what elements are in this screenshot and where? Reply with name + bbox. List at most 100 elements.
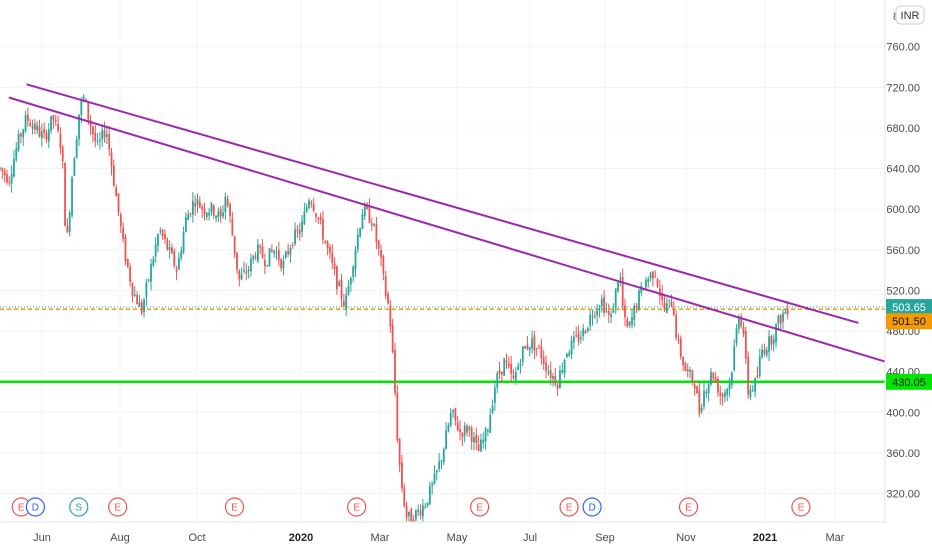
- candle-body: [493, 387, 496, 403]
- candle-body: [133, 294, 136, 296]
- candle-body: [80, 100, 83, 115]
- candlestick-series: [0, 94, 789, 527]
- candle-body: [305, 207, 308, 212]
- event-marker-earnings[interactable]: E: [470, 497, 490, 517]
- candle-body: [363, 205, 366, 217]
- candle-body: [308, 200, 310, 208]
- event-marker-circle: [582, 497, 602, 517]
- candle-body: [661, 293, 664, 301]
- event-marker-earnings[interactable]: E: [108, 497, 128, 517]
- candle-body: [456, 422, 459, 431]
- candle-body: [686, 368, 689, 372]
- price-label-background: [886, 373, 932, 390]
- price-label-background: [886, 299, 932, 316]
- candle-body: [679, 338, 682, 357]
- candle-body: [582, 328, 585, 336]
- candle-body: [496, 373, 499, 388]
- trendlines[interactable]: [8, 83, 886, 363]
- candle-body: [394, 350, 396, 393]
- candle-body: [99, 139, 101, 142]
- candle-body: [87, 102, 90, 120]
- candle-body: [614, 288, 617, 309]
- candle-body: [275, 252, 278, 254]
- candle-body: [463, 425, 466, 436]
- candle-body: [542, 357, 545, 364]
- candle-body: [749, 389, 752, 397]
- candle-body: [20, 133, 22, 137]
- event-marker-label: E: [231, 503, 238, 514]
- candle-body: [231, 218, 234, 236]
- candle-body: [161, 229, 164, 237]
- trendline[interactable]: [26, 83, 859, 324]
- candle-body: [528, 346, 531, 351]
- candle-body: [665, 303, 668, 313]
- candle-body: [315, 213, 317, 217]
- candle-body: [775, 324, 777, 342]
- candle-body: [138, 302, 141, 307]
- candle-body: [47, 129, 50, 142]
- candle-body: [329, 246, 331, 254]
- event-marker-label: E: [685, 503, 692, 514]
- candle-body: [719, 393, 722, 396]
- candle-body: [626, 319, 629, 327]
- candle-body: [563, 359, 566, 374]
- candle-body: [619, 277, 622, 280]
- candle-body: [33, 123, 36, 130]
- candle-body: [403, 487, 406, 507]
- candle-body: [140, 302, 143, 314]
- event-marker-split[interactable]: S: [69, 497, 89, 517]
- candle-body: [440, 460, 443, 462]
- time-axis[interactable]: Jun Aug Oct 2020 Mar May Jul Sep Nov 2021 Mar: [0, 521, 932, 550]
- candle-body: [52, 115, 55, 120]
- candle-body: [475, 435, 478, 443]
- candle-body: [466, 425, 468, 433]
- y-tick-label: 400.00: [886, 407, 920, 419]
- candle-body: [112, 165, 115, 186]
- y-tick-label: 560.00: [886, 245, 920, 257]
- candle-body: [547, 372, 550, 374]
- candle-body: [689, 369, 691, 373]
- candle-body: [675, 315, 678, 338]
- event-marker-dividend[interactable]: D: [25, 497, 46, 517]
- candle-body: [219, 209, 222, 217]
- event-marker-earnings[interactable]: E: [791, 497, 811, 517]
- event-marker-earnings[interactable]: E: [678, 497, 699, 517]
- candle-body: [672, 309, 675, 316]
- event-marker-earnings[interactable]: E: [347, 497, 367, 517]
- candle-body: [459, 428, 461, 433]
- y-tick-label: 680.00: [886, 123, 920, 135]
- event-marker-circle: [25, 497, 46, 517]
- trendline[interactable]: [8, 96, 886, 363]
- candle-body: [768, 336, 770, 353]
- y-tick-label: 600.00: [886, 204, 920, 216]
- candle-body: [180, 250, 183, 258]
- event-marker-label: S: [75, 503, 82, 514]
- candle-body: [333, 263, 336, 270]
- candle-body: [691, 370, 694, 382]
- candle-body: [703, 390, 705, 407]
- candle-body: [64, 163, 66, 227]
- event-marker-earnings[interactable]: E: [224, 497, 245, 517]
- candle-body: [380, 250, 382, 258]
- event-marker-label: E: [476, 503, 483, 514]
- candle-body: [145, 282, 148, 298]
- event-marker-dividend[interactable]: D: [582, 497, 602, 517]
- price-axis[interactable]: 320.00360.00400.00440.00480.00520.00560.…: [884, 0, 932, 550]
- candle-body: [598, 308, 601, 311]
- candle-body: [710, 371, 712, 385]
- candle-body: [410, 508, 413, 522]
- candle-body: [454, 408, 457, 421]
- candle-body: [110, 152, 113, 167]
- candle-body: [405, 506, 408, 518]
- candle-body: [40, 131, 43, 138]
- candle-body: [57, 123, 59, 131]
- candle-body: [205, 212, 208, 218]
- candle-body: [312, 204, 315, 211]
- candle-body: [561, 370, 564, 373]
- event-marker-earnings[interactable]: E: [559, 497, 579, 517]
- event-marker-circle: [224, 497, 245, 517]
- currency-badge[interactable]: INR: [895, 5, 925, 25]
- candle-body: [203, 208, 206, 215]
